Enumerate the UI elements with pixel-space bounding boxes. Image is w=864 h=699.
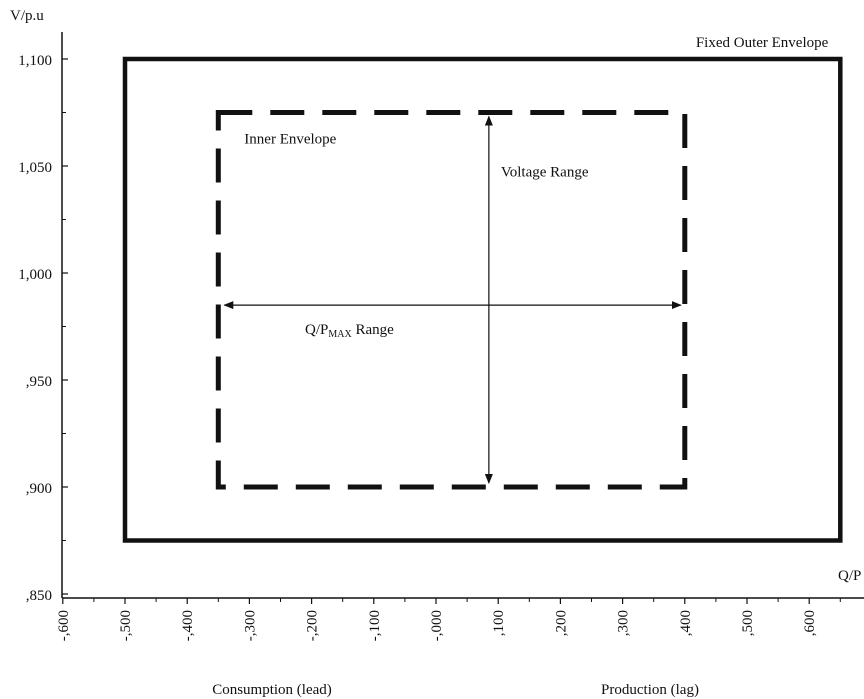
x-tick-label-11: ,500: [740, 610, 756, 636]
y-tick-label-1: 1,050: [18, 160, 52, 176]
x-tick-label-5: -,100: [367, 610, 383, 641]
x-tick-label-3: -,300: [242, 610, 258, 641]
q-range-label: Q/PMAX Range: [305, 322, 394, 340]
x-axis-ticks: -,600 -,500 -,400 -,300 -,200 -,100 -,000 ,100,…: [56, 598, 841, 641]
inner-envelope-label: Inner Envelope: [244, 132, 336, 148]
inner-envelope: [215, 110, 688, 490]
x-tick-label-8: ,200: [553, 610, 569, 636]
x-axis-label: Q/P: [838, 568, 861, 584]
y-tick-label-0: 1,100: [18, 53, 52, 69]
y-tick-label-3: ,950: [26, 374, 52, 390]
region-label-consumption: Consumption (lead): [212, 682, 332, 698]
y-tick-label-4: ,900: [26, 481, 52, 497]
y-axis-label: V/p.u: [10, 8, 44, 24]
fixed-outer-envelope-label: Fixed Outer Envelope: [696, 35, 829, 51]
x-tick-label-1: -,500: [118, 610, 134, 641]
x-tick-label-9: ,300: [616, 610, 632, 636]
x-tick-label-4: -,200: [305, 610, 321, 641]
y-axis-ticks: 1,100 1,050 1,000 ,950 ,900 ,850: [18, 53, 68, 604]
x-tick-label-7: ,100: [491, 610, 507, 636]
fixed-outer-envelope: [122, 56, 843, 543]
voltage-range-label: Voltage Range: [501, 165, 589, 181]
region-label-production: Production (lag): [601, 682, 699, 698]
x-tick-label-6: -,000: [429, 610, 445, 641]
y-tick-label-2: 1,000: [18, 267, 52, 283]
q-range-subscript: MAX: [328, 329, 352, 340]
x-tick-label-10: ,400: [678, 610, 694, 636]
x-tick-label-12: ,600: [802, 610, 818, 636]
x-tick-label-2: -,400: [180, 610, 196, 641]
x-tick-label-0: -,600: [56, 610, 72, 641]
y-tick-label-5: ,850: [26, 588, 52, 604]
